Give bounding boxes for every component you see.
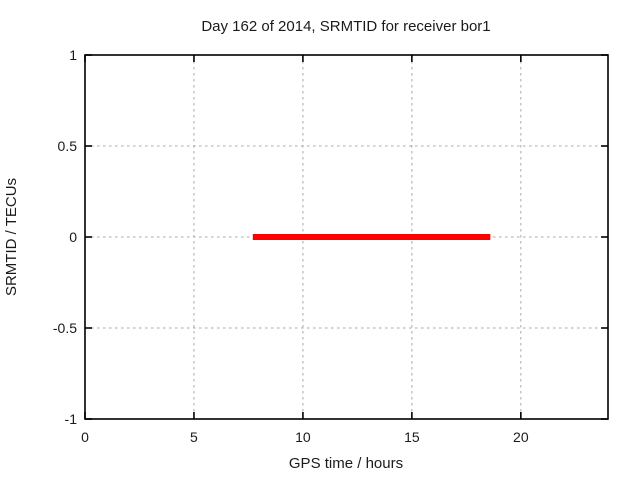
y-axis-label: SRMTID / TECUs: [3, 178, 20, 296]
x-tick-label: 15: [404, 429, 420, 445]
x-axis-label: GPS time / hours: [289, 455, 403, 472]
y-tick-label: -1: [65, 411, 78, 427]
tick-label-layer: 0 5 10 15 20 -1 -0.5 0 0.5 1: [53, 47, 529, 445]
y-tick-label: -0.5: [53, 320, 77, 336]
y-tick-label: 0.5: [58, 138, 78, 154]
x-tick-label: 10: [295, 429, 311, 445]
y-tick-label: 0: [69, 229, 77, 245]
chart-title: Day 162 of 2014, SRMTID for receiver bor…: [201, 18, 490, 35]
axis-layer: [84, 54, 609, 420]
plot-border: [84, 54, 609, 420]
x-tick-label: 0: [81, 429, 89, 445]
x-tick-label: 5: [190, 429, 198, 445]
x-tick-label: 20: [513, 429, 529, 445]
y-tick-label: 1: [69, 47, 77, 63]
